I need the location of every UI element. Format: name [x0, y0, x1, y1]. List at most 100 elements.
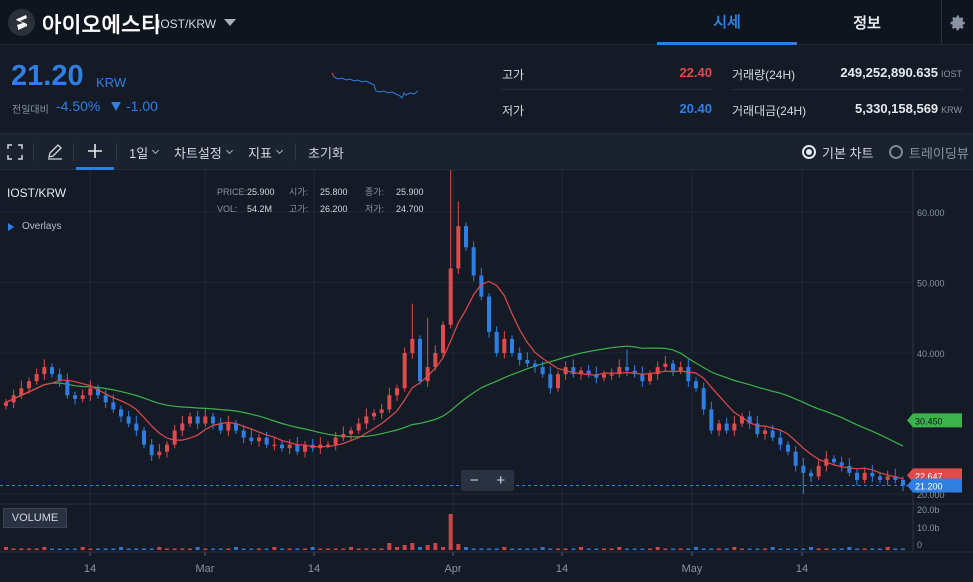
candle-body	[878, 476, 882, 480]
candle-body	[272, 444, 277, 447]
volume-bar	[548, 548, 553, 550]
volume-bar	[563, 548, 568, 550]
chart-grid	[0, 170, 913, 552]
volume-bar	[96, 548, 100, 550]
volume-bar	[740, 548, 744, 550]
ohlc-open-label: 시가:	[289, 187, 309, 197]
candle-body	[870, 472, 875, 477]
basic-chart-radio[interactable]: 기본 차트	[802, 134, 873, 170]
candle-body	[134, 423, 139, 431]
volume-bar	[540, 547, 545, 550]
price-unit: KRW	[96, 75, 127, 90]
candle-body	[57, 374, 62, 382]
ma-long-polyline	[5, 345, 904, 447]
volume-bar	[816, 548, 821, 550]
candle-body	[740, 416, 744, 424]
candle-body	[510, 338, 514, 353]
candle-body	[425, 367, 430, 382]
volume-bar	[226, 548, 231, 550]
candle-body	[471, 247, 476, 276]
candle-body	[234, 423, 238, 431]
y-tick-label: 60.000	[917, 208, 945, 218]
candle-body	[694, 381, 698, 389]
volume-bar	[801, 548, 806, 550]
tradingview-radio[interactable]: 트레이딩뷰	[889, 134, 969, 170]
candle-body	[701, 388, 706, 410]
ohlc-close: 25.900	[396, 187, 424, 197]
volume-bar	[4, 547, 8, 550]
amount-number: 5,330,158,569	[855, 101, 939, 116]
candle-body	[280, 444, 284, 449]
draw-button[interactable]	[46, 134, 64, 170]
pair-dropdown-caret-icon[interactable]	[224, 19, 236, 26]
crosshair-button[interactable]	[76, 134, 114, 170]
candle-body	[88, 388, 93, 396]
ohlc-open: 25.800	[320, 187, 348, 197]
volume-bar	[862, 548, 867, 550]
candle-body	[287, 444, 292, 449]
volume-bar	[65, 548, 70, 550]
amount-row: 거래대금(24H) 5,330,158,569 KRW	[731, 90, 963, 126]
volume-bar	[448, 514, 453, 550]
volume-bar	[617, 547, 622, 550]
expand-triangle-icon	[8, 222, 14, 231]
zoom-in-button[interactable]: +	[496, 472, 506, 489]
tab-info[interactable]: 정보	[853, 15, 881, 32]
volume-bar	[786, 548, 790, 550]
chart-pair-label: IOST/KRW	[7, 186, 67, 200]
candle-body	[211, 416, 215, 424]
volume-bar	[609, 548, 614, 550]
candle-body	[839, 462, 844, 466]
candle-body	[479, 275, 484, 297]
y-tick-label: 20.000	[917, 490, 945, 500]
interval-dropdown[interactable]: 1일	[129, 134, 160, 170]
volume-bar	[157, 547, 162, 550]
reset-button[interactable]: 초기화	[308, 145, 344, 161]
candle-body	[525, 360, 530, 364]
candle-body	[341, 434, 346, 438]
fullscreen-button[interactable]	[7, 134, 23, 170]
crosshair-plus-icon	[88, 143, 102, 158]
indicators-dropdown[interactable]: 지표	[248, 134, 283, 170]
volume-bar	[88, 548, 93, 550]
chevron-down-icon	[152, 146, 160, 155]
ma-short-line	[5, 280, 904, 480]
candle-body	[364, 416, 369, 424]
candle-body	[816, 465, 821, 477]
candle-body	[195, 416, 200, 424]
volume-bar	[464, 547, 468, 550]
volume-bar	[456, 544, 461, 550]
candle-body	[349, 430, 353, 435]
volume-bar	[111, 548, 116, 550]
x-tick-label: 14	[84, 563, 96, 575]
coin-logo	[8, 9, 35, 36]
candle-body	[410, 338, 415, 353]
overlays-toggle[interactable]: Overlays	[8, 221, 61, 232]
indicators-label: 지표	[248, 145, 272, 161]
volume-bar	[287, 548, 292, 550]
zoom-out-button[interactable]: −	[469, 472, 479, 489]
candle-body	[709, 409, 714, 431]
volume-bar	[410, 543, 415, 550]
volume-bar	[234, 547, 238, 550]
volume-bar	[172, 548, 177, 550]
settings-button[interactable]	[941, 0, 973, 45]
price-chart-area[interactable]: 60.000 50.000 40.000 20.000 14 Mar 14 Apr 14 May 1…	[0, 170, 973, 582]
candle-body	[50, 367, 54, 375]
volume-bar	[142, 548, 146, 550]
volume-bar	[42, 547, 47, 550]
candle-body	[586, 370, 591, 375]
tab-price[interactable]: 시세	[657, 0, 797, 45]
toolbar-divider	[116, 143, 117, 161]
candle-body	[42, 367, 47, 375]
candle-body	[119, 409, 123, 417]
volume-bar	[218, 548, 223, 550]
candle-body	[103, 395, 108, 403]
chart-settings-dropdown[interactable]: 차트설정	[174, 134, 233, 170]
candle-body	[126, 416, 131, 424]
volume-bar	[602, 548, 606, 550]
volume-tick-label: 10.0b	[917, 523, 940, 533]
candle-body	[724, 423, 729, 431]
change-label: 전일대비	[12, 105, 49, 116]
candlestick-chart[interactable]: 60.000 50.000 40.000 20.000 14 Mar 14 Apr 14 May 1…	[0, 170, 973, 582]
